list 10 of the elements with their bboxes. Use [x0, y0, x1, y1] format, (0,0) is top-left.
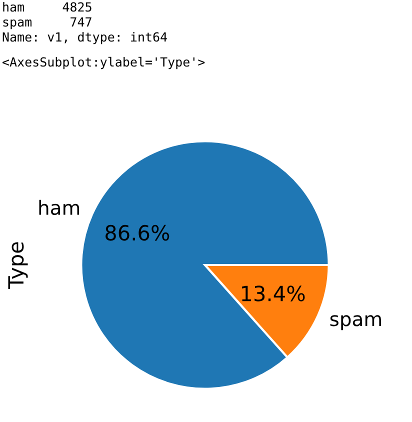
text: spam 747 [3, 17, 92, 30]
data-label: 13.4% [242, 286, 305, 302]
data-label: 86.6% [106, 224, 170, 241]
text: ham 4825 [3, 2, 92, 12]
slice-label: ham [39, 200, 80, 215]
text: Name: v1, dtype: int64 [2, 32, 167, 44]
pie-slice [80, 140, 330, 390]
text: Type [8, 242, 28, 289]
slice-label: spam [330, 315, 381, 330]
text: <AxesSubplot:ylabel='Type'> [2, 56, 205, 70]
